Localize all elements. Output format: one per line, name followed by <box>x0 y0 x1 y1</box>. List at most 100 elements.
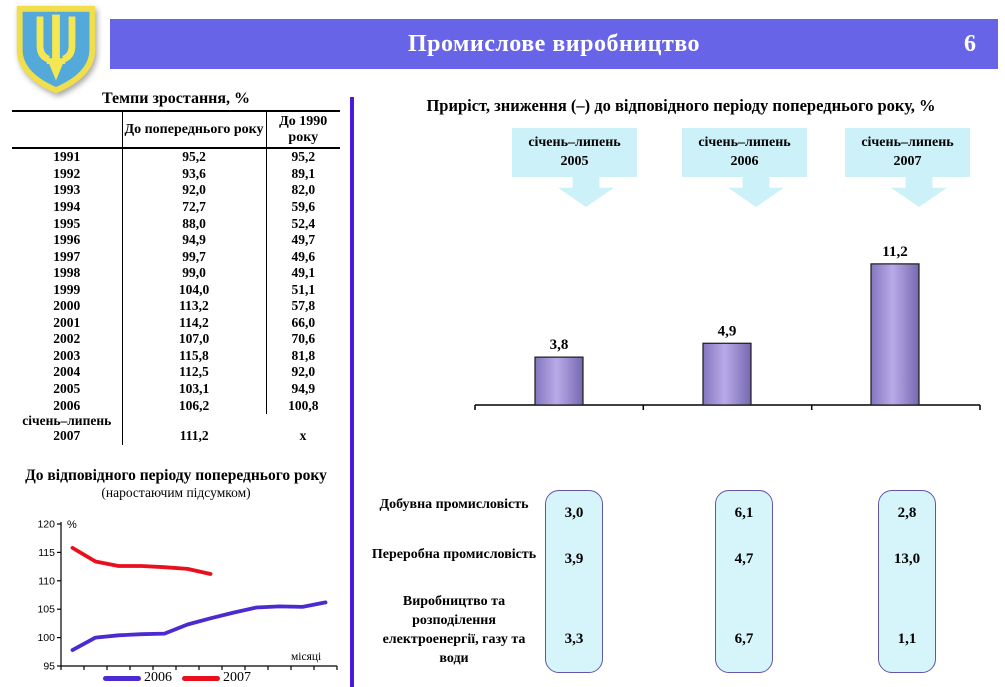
trident-icon <box>36 14 76 81</box>
vs_prev-cell: 93,6 <box>122 165 267 183</box>
growth-table-title: Темпи зростання, % <box>101 90 251 107</box>
table-row: 1998 99,0 49,1 <box>12 265 340 282</box>
table-row: 1995 88,0 52,4 <box>12 215 340 233</box>
table-row: 2003 115,8 81,8 <box>12 347 340 365</box>
year-cell: 1994 <box>12 198 123 216</box>
growth-table-body: 1991 95,2 95,2 1992 93,6 89,1 1993 92,0 82,0 1994… <box>12 148 340 446</box>
vs_1990-cell: 94,9 <box>291 381 316 396</box>
value-manufacturing-2007: 13,0 <box>893 551 921 567</box>
period-box-2006: січень–липень 2006 <box>682 128 807 177</box>
bar-chart: 3,8 4,9 11,2 <box>474 244 981 410</box>
vs_prev-cell: 115,8 <box>122 347 267 365</box>
vs_1990-cell: 82,0 <box>291 182 316 198</box>
value-box-2005: 3,0 3,9 3,3 <box>545 490 603 673</box>
bar-value-label: 11,2 <box>882 244 907 260</box>
year-cell: 1995 <box>12 215 123 233</box>
vs_1990-cell: 49,1 <box>291 265 316 281</box>
table-row: 1991 95,2 95,2 <box>12 148 340 166</box>
value-energy-2005: 3,3 <box>564 631 584 647</box>
vs_prev-cell: 114,2 <box>122 314 267 332</box>
period-box-2007: січень–липень 2007 <box>845 128 970 177</box>
period-year: 2005 <box>560 153 589 169</box>
legend-item-2006: 2006 <box>103 670 172 686</box>
year-cell: 2000 <box>12 298 123 315</box>
bar-січень–липень 2007 <box>870 263 920 406</box>
table-row: 2002 107,0 70,6 <box>12 331 340 348</box>
value-box-2006: 6,1 4,7 6,7 <box>715 490 773 673</box>
vs_prev-cell: 107,0 <box>122 331 267 348</box>
year-cell: 2001 <box>12 314 123 332</box>
value-mining-2006: 6,1 <box>734 505 754 521</box>
line-series-2007 <box>70 545 213 576</box>
right-panel-title: Приріст, зниження (–) до відповідного пе… <box>426 96 936 115</box>
y-axis-unit-label: % <box>67 519 77 531</box>
vs_1990-cell: 81,8 <box>291 347 316 363</box>
vs_1990-cell: 70,6 <box>291 331 316 347</box>
year-cell: 2003 <box>12 347 123 365</box>
bar-value-label: 3,8 <box>550 337 569 353</box>
legend-swatch-2007 <box>182 675 220 681</box>
sector-label-mining: Добувна промисловість <box>379 497 529 512</box>
vs_1990-cell: х <box>299 427 307 443</box>
bar-січень–липень 2006 <box>702 342 752 406</box>
bar-value-label: 4,9 <box>718 323 737 339</box>
table-row: січень–липень 2007 111,2 х <box>12 413 340 446</box>
line-chart-subtitle: (наростаючим підсумком) <box>101 485 251 500</box>
sector-label-energy: Виробництво та розподілення електроенерг… <box>382 594 526 666</box>
x-axis-label: місяці <box>291 651 321 663</box>
table-row: 2005 103,1 94,9 <box>12 381 340 398</box>
period-label: січень–липень <box>698 135 791 151</box>
value-energy-2007: 1,1 <box>897 631 917 647</box>
vs_1990-cell: 49,6 <box>291 248 316 264</box>
vs_prev-cell: 99,7 <box>122 248 267 266</box>
y-tick-label: 110 <box>38 575 55 587</box>
legend-label-2007: 2007 <box>223 670 251 685</box>
down-arrow-icon <box>891 177 947 207</box>
vs_1990-cell: 92,0 <box>291 364 316 380</box>
table-row: 2001 114,2 66,0 <box>12 314 340 332</box>
year-cell: 1992 <box>12 165 123 183</box>
header-bar: Промислове виробництво 6 <box>110 19 998 69</box>
header-cell-vs-prev: До попереднього року <box>122 109 267 150</box>
table-row: 1999 104,0 51,1 <box>12 281 340 299</box>
table-row: 2004 112,5 92,0 <box>12 364 340 381</box>
y-tick-label: 105 <box>37 604 55 616</box>
table-row: 2000 113,2 57,8 <box>12 298 340 315</box>
period-box-2005: січень–липень 2005 <box>512 128 637 177</box>
down-arrow-icon <box>728 177 784 207</box>
period-year: 2006 <box>730 153 759 169</box>
year-cell: 1999 <box>12 281 123 299</box>
table-row: 1993 92,0 82,0 <box>12 182 340 199</box>
vs_1990-cell: 57,8 <box>291 298 316 314</box>
vs_1990-cell: 100,8 <box>288 397 319 413</box>
value-mining-2005: 3,0 <box>564 505 584 521</box>
value-mining-2007: 2,8 <box>897 505 917 521</box>
page-title: Промислове виробництво <box>407 30 701 57</box>
period-label: січень–липень <box>861 135 954 151</box>
vs_prev-cell: 106,2 <box>122 397 267 415</box>
vs_1990-cell: 59,6 <box>291 198 316 214</box>
period-label: січень–липень <box>528 135 621 151</box>
vs_prev-cell: 112,5 <box>122 364 267 381</box>
legend-swatch-2006 <box>103 675 141 681</box>
vs_prev-cell: 95,2 <box>122 148 267 166</box>
down-arrow-icon <box>558 177 614 207</box>
value-manufacturing-2005: 3,9 <box>564 551 584 567</box>
year-cell: 1993 <box>12 182 123 199</box>
table-row: 1997 99,7 49,6 <box>12 248 340 266</box>
y-tick-label: 115 <box>38 547 55 559</box>
y-tick-label: 100 <box>37 632 55 644</box>
year-cell: 1997 <box>12 248 123 266</box>
vs_prev-cell: 92,0 <box>122 182 267 199</box>
y-tick-label: 120 <box>37 519 55 531</box>
growth-table: До попереднього року До 1990 року 1991 95… <box>12 109 340 446</box>
vs_1990-cell: 89,1 <box>291 165 316 181</box>
vs_prev-cell: 111,2 <box>179 427 209 443</box>
value-box-2007: 2,8 13,0 1,1 <box>878 490 936 673</box>
year-cell: 2005 <box>12 381 123 398</box>
ukraine-coat-of-arms-icon <box>16 5 96 94</box>
value-manufacturing-2006: 4,7 <box>734 551 754 567</box>
table-row: 1992 93,6 89,1 <box>12 165 340 183</box>
vs_1990-cell: 51,1 <box>291 281 316 297</box>
vs_prev-cell: 103,1 <box>122 381 267 398</box>
